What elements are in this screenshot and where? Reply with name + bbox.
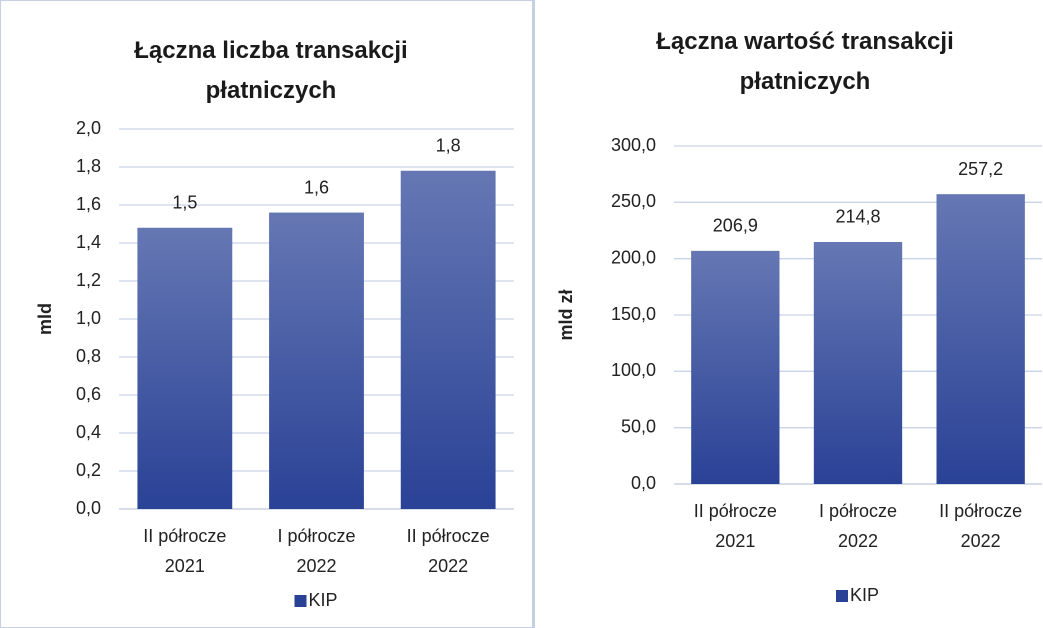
x-tick-label: II półrocze 2021 bbox=[143, 526, 227, 576]
y-axis-label: mld zł bbox=[556, 289, 576, 340]
y-tick-label: 1,6 bbox=[76, 194, 101, 214]
data-label: 1,5 bbox=[172, 193, 197, 213]
y-tick-label: 2,0 bbox=[76, 118, 101, 138]
bar bbox=[400, 170, 496, 510]
y-tick-label: 0,8 bbox=[76, 346, 101, 366]
chart-title: Łączna wartość transakcji płatniczych bbox=[656, 28, 954, 95]
chart-panel: mld 0,0 0,2 0,4 0,6 0,8 1,0 1,2 1,4 1,6 1,8 2,0 1,5 1… bbox=[0, 0, 533, 628]
bar bbox=[269, 212, 364, 509]
legend-swatch bbox=[836, 590, 848, 602]
data-label: 1,8 bbox=[436, 136, 461, 156]
y-tick-label: 300,0 bbox=[611, 135, 656, 155]
y-tick-label: 1,0 bbox=[76, 308, 101, 328]
legend-label: KIP bbox=[309, 590, 338, 610]
y-tick-label: 1,4 bbox=[76, 232, 101, 252]
y-tick-label: 0,2 bbox=[76, 460, 101, 480]
y-tick-label: 50,0 bbox=[621, 416, 656, 436]
y-axis-label: mld bbox=[35, 303, 55, 335]
y-tick-label: 100,0 bbox=[611, 360, 656, 380]
bar bbox=[137, 227, 233, 510]
y-tick-label: 1,8 bbox=[76, 156, 101, 176]
data-label: 257,2 bbox=[958, 159, 1003, 179]
x-tick-label: I półrocze 2022 bbox=[277, 526, 356, 576]
data-label: 206,9 bbox=[713, 216, 758, 236]
x-tick-label: I półrocze 2022 bbox=[818, 501, 897, 551]
bar bbox=[813, 241, 903, 484]
data-label: 1,6 bbox=[304, 177, 329, 197]
legend-swatch bbox=[294, 595, 307, 607]
y-tick-label: 0,4 bbox=[76, 422, 101, 442]
x-tick-label: II półrocze 2021 bbox=[693, 501, 777, 551]
y-tick-label: 250,0 bbox=[611, 191, 656, 211]
data-label: 214,8 bbox=[835, 207, 880, 227]
y-tick-label: 0,6 bbox=[76, 384, 101, 404]
y-tick-label: 200,0 bbox=[611, 247, 656, 267]
chart-title: Łączna liczba transakcji płatniczych bbox=[134, 37, 408, 104]
legend-label: KIP bbox=[850, 585, 879, 605]
x-tick-label: II półrocze 2022 bbox=[406, 526, 490, 576]
bar bbox=[691, 250, 780, 484]
y-tick-label: 1,2 bbox=[76, 270, 101, 290]
y-tick-label: 150,0 bbox=[611, 304, 656, 324]
y-tick-label: 0,0 bbox=[76, 498, 101, 518]
x-tick-label: II półrocze 2022 bbox=[939, 501, 1023, 551]
bar bbox=[936, 194, 1025, 485]
y-tick-label: 0,0 bbox=[631, 473, 656, 493]
chart-panel: mld zł 0,0 50,0 100,0 150,0 200,0 250,0 300,0 20… bbox=[533, 0, 1043, 628]
